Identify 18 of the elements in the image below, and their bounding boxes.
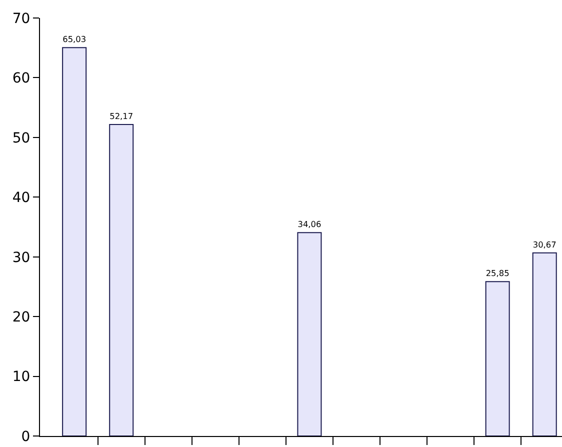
bar [297, 232, 322, 436]
bar [109, 124, 134, 436]
y-tick-label: 20 [12, 309, 30, 326]
data-label: 52,17 [110, 110, 134, 121]
bar [485, 281, 510, 436]
data-label: 30,67 [532, 239, 556, 250]
y-tick-label: 50 [12, 130, 30, 146]
y-tick-label: 10 [12, 369, 30, 386]
data-label: 34,06 [298, 219, 322, 230]
data-label: 25,85 [486, 268, 510, 278]
bar [532, 252, 557, 436]
y-tick-label: 70 [12, 10, 30, 27]
y-tick-label: 40 [12, 190, 30, 206]
bar [62, 47, 87, 436]
y-tick-label: 60 [12, 70, 30, 87]
data-label: 65,03 [62, 34, 86, 44]
y-tick-label: 0 [21, 428, 30, 445]
y-tick-label: 30 [12, 250, 30, 266]
